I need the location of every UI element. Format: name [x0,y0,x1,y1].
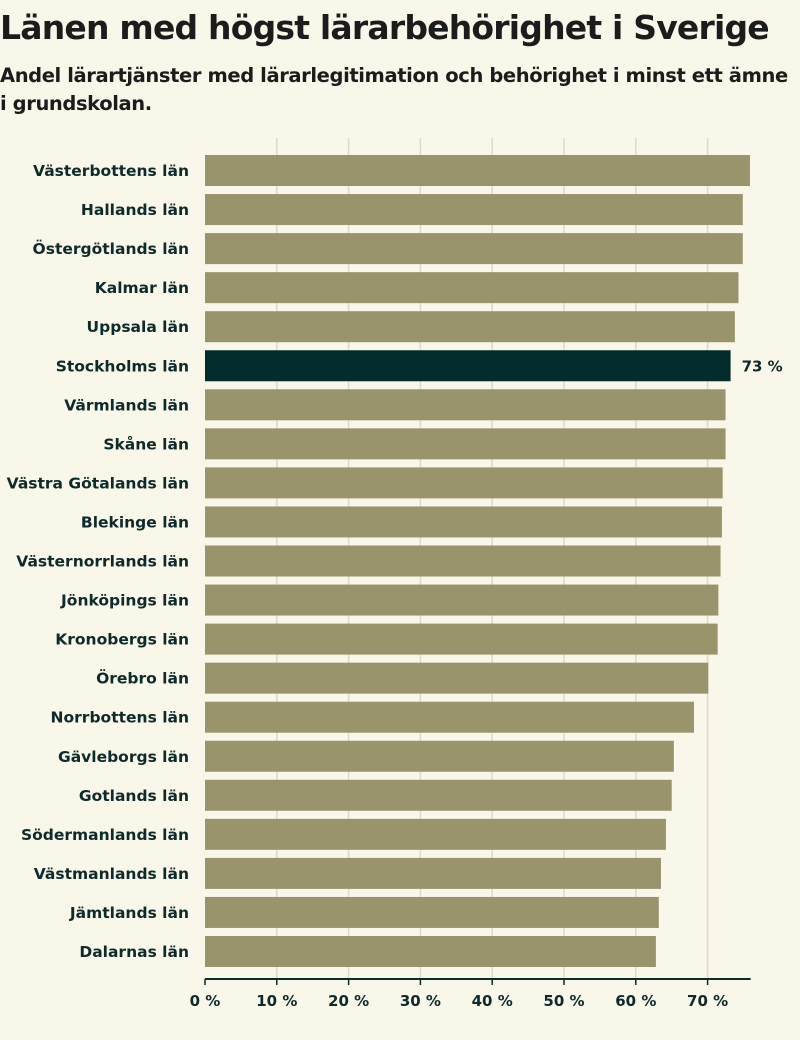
data-label-highlight: 73 % [742,357,783,375]
bar-7 [205,428,726,460]
category-label-8: Västra Götalands län [7,474,189,492]
bar-12 [205,623,718,655]
x-tick-label-70: 70 % [687,992,728,1010]
category-label-17: Södermanlands län [21,826,189,844]
x-tick-label-50: 50 % [543,992,584,1010]
category-label-13: Örebro län [96,669,189,688]
category-label-7: Skåne län [103,434,189,453]
category-label-11: Jönköpings län [60,592,189,610]
bar-13 [205,662,709,694]
category-label-15: Gävleborgs län [58,748,189,766]
bar-19 [205,896,659,928]
category-label-6: Värmlands län [64,396,189,414]
bar-14 [205,701,694,733]
x-tick-label-60: 60 % [615,992,656,1010]
category-label-3: Kalmar län [95,279,189,297]
bar-6 [205,389,726,421]
bar-10 [205,545,721,577]
bar-1 [205,194,743,226]
x-tick-label-20: 20 % [328,992,369,1010]
bar-5 [205,350,731,382]
category-label-10: Västernorrlands län [16,553,189,571]
x-tick-label-30: 30 % [400,992,441,1010]
category-label-19: Jämtlands län [69,904,189,922]
category-label-0: Västerbottens län [33,162,189,180]
category-label-1: Hallands län [81,201,189,219]
bar-9 [205,506,722,538]
bar-20 [205,936,656,967]
bar-15 [205,740,674,772]
bar-8 [205,467,723,499]
bar-4 [205,311,735,343]
category-label-20: Dalarnas län [79,943,189,961]
category-label-16: Gotlands län [79,787,189,805]
category-label-9: Blekinge län [81,513,189,531]
bar-16 [205,779,672,811]
bar-2 [205,233,743,265]
bar-17 [205,818,666,850]
bar-0 [205,155,750,186]
chart-title: Länen med högst lärarbehörighet i Sverig… [0,8,770,47]
category-label-5: Stockholms län [56,357,189,375]
category-label-4: Uppsala län [87,318,189,336]
category-label-2: Östergötlands län [33,239,189,258]
x-tick-label-10: 10 % [256,992,297,1010]
category-label-18: Västmanlands län [34,865,189,883]
bar-11 [205,584,719,616]
category-label-14: Norrbottens län [51,709,189,727]
category-label-12: Kronobergs län [55,631,189,649]
x-tick-label-40: 40 % [472,992,513,1010]
bar-3 [205,272,739,304]
bar-18 [205,857,661,889]
x-tick-label-0: 0 % [190,992,221,1010]
chart-subtitle: Andel lärartjänster med lärarlegitimatio… [0,64,788,115]
